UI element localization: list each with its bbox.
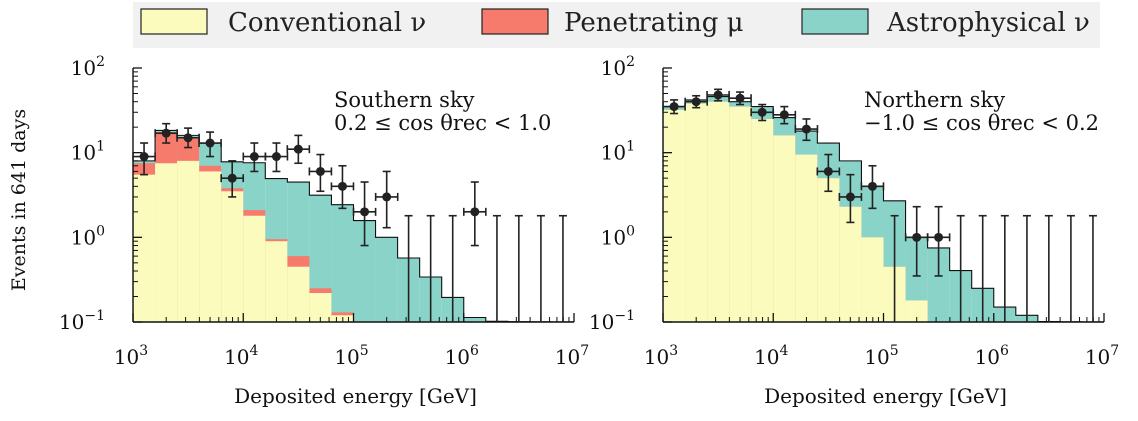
data-point bbox=[271, 152, 281, 162]
data-point bbox=[912, 232, 922, 242]
x-tick-label: 106 bbox=[445, 343, 479, 369]
data-point bbox=[470, 207, 480, 217]
y-tick-label: 100 bbox=[601, 223, 635, 249]
hist-bar-conventional bbox=[707, 101, 730, 322]
x-tick-label: 104 bbox=[754, 343, 788, 369]
data-point bbox=[823, 166, 833, 176]
hist-bar-conventional bbox=[729, 106, 752, 322]
data-point bbox=[205, 138, 215, 148]
data-point bbox=[183, 133, 193, 143]
y-tick-label: 101 bbox=[601, 139, 635, 165]
y-axis-label: Events in 641 days bbox=[8, 109, 30, 291]
x-tick-label: 104 bbox=[224, 343, 258, 369]
data-point bbox=[139, 152, 149, 162]
panel-southern-sky: 103 104 105 106 107 102 101 100 10−1 Deposited en… bbox=[59, 54, 589, 408]
hist-bar-conventional bbox=[265, 241, 288, 322]
hist-bar-conventional bbox=[795, 154, 818, 322]
data-point bbox=[161, 128, 171, 138]
hist-bar-conventional bbox=[905, 300, 928, 322]
legend-label-penetrating: Penetrating μ bbox=[564, 8, 744, 38]
hist-bar-conventional bbox=[861, 237, 884, 322]
legend-label-conventional: Conventional ν bbox=[228, 8, 426, 38]
panel-title: Northern sky bbox=[864, 88, 1005, 112]
data-point bbox=[360, 207, 370, 217]
y-tick-label: 102 bbox=[71, 54, 105, 80]
hist-bar-conventional bbox=[773, 135, 796, 322]
panel-northern-sky: 103 104 105 106 107 102 101 100 10−1 Deposited en… bbox=[589, 54, 1119, 408]
panel-subtitle: 0.2 ≤ cos θrec < 1.0 bbox=[334, 111, 551, 135]
hist-bar-astrophysical bbox=[927, 247, 950, 322]
data-point bbox=[315, 166, 325, 176]
hist-bar-astrophysical bbox=[375, 237, 398, 322]
plot-area bbox=[663, 96, 1104, 322]
hist-bar-conventional bbox=[177, 160, 200, 322]
x-tick-label: 103 bbox=[114, 343, 148, 369]
data-point bbox=[934, 232, 944, 242]
hist-bar-conventional bbox=[309, 293, 332, 322]
legend: Conventional ν Penetrating μ Astrophysic… bbox=[133, 2, 1100, 48]
hist-bar-conventional bbox=[839, 206, 862, 322]
y-tick-label: 10−1 bbox=[59, 308, 105, 334]
x-tick-label: 107 bbox=[1085, 343, 1119, 369]
y-tick-label: 101 bbox=[71, 139, 105, 165]
data-point bbox=[337, 181, 347, 191]
legend-swatch-conventional bbox=[140, 8, 208, 35]
y-tick-label: 100 bbox=[71, 223, 105, 249]
x-axis-label: Deposited energy [GeV] bbox=[764, 384, 1007, 408]
data-point bbox=[845, 192, 855, 202]
data-point bbox=[757, 107, 767, 117]
x-tick-label: 106 bbox=[975, 343, 1009, 369]
hist-bar-astrophysical bbox=[463, 317, 486, 322]
hist-bar-conventional bbox=[133, 174, 156, 322]
data-point bbox=[669, 102, 679, 112]
panel-subtitle: −1.0 ≤ cos θrec < 0.2 bbox=[864, 111, 1099, 135]
data-point bbox=[801, 124, 811, 134]
x-axis-label: Deposited energy [GeV] bbox=[234, 384, 477, 408]
hist-bar-conventional bbox=[751, 118, 774, 322]
x-tick-label: 105 bbox=[864, 343, 898, 369]
data-point bbox=[227, 173, 237, 183]
hist-bar-conventional bbox=[243, 215, 266, 322]
panel-title: Southern sky bbox=[334, 88, 475, 112]
hist-bar-astrophysical bbox=[331, 204, 354, 322]
hist-bar-conventional bbox=[155, 163, 178, 322]
data-point bbox=[735, 93, 745, 103]
x-tick-label: 107 bbox=[555, 343, 589, 369]
legend-label-astrophysical: Astrophysical ν bbox=[886, 8, 1090, 38]
hist-bar-conventional bbox=[685, 103, 708, 322]
x-tick-label: 103 bbox=[644, 343, 678, 369]
hist-bar-conventional bbox=[663, 109, 686, 322]
data-point bbox=[691, 97, 701, 107]
y-tick-label: 10−1 bbox=[589, 308, 635, 334]
hist-bar-conventional bbox=[817, 178, 840, 322]
legend-swatch-astrophysical bbox=[801, 8, 869, 35]
hist-bar-conventional bbox=[221, 191, 244, 322]
hist-bar-astrophysical bbox=[353, 220, 376, 322]
hist-bar-conventional bbox=[287, 266, 310, 322]
data-point bbox=[713, 90, 723, 100]
data-point bbox=[293, 144, 303, 154]
data-point bbox=[867, 181, 877, 191]
data-point bbox=[779, 110, 789, 120]
x-tick-label: 105 bbox=[334, 343, 368, 369]
data-point bbox=[382, 192, 392, 202]
legend-swatch-penetrating bbox=[481, 8, 549, 35]
hist-bar-conventional bbox=[199, 171, 222, 322]
y-tick-label: 102 bbox=[601, 54, 635, 80]
data-point bbox=[249, 152, 259, 162]
legend-background bbox=[133, 2, 1100, 48]
plot-area bbox=[133, 129, 574, 322]
